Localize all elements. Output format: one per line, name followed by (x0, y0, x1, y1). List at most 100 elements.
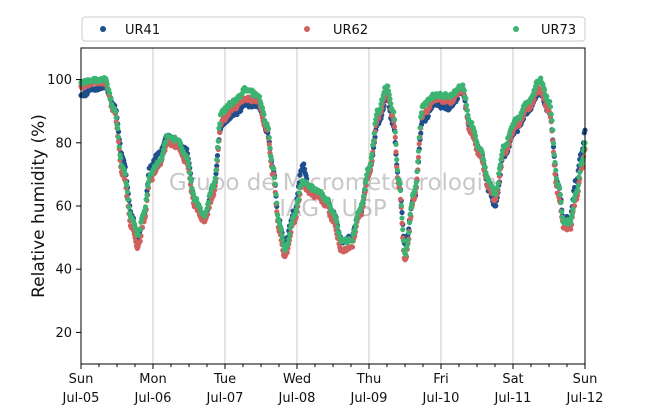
x-tick-date: Jul-05 (62, 391, 100, 406)
data-point (271, 175, 278, 181)
data-point (160, 147, 167, 153)
x-tick-date: Jul-12 (566, 391, 604, 406)
data-point (106, 90, 113, 96)
data-point (214, 144, 221, 151)
data-point (418, 110, 425, 116)
data-point (122, 171, 128, 177)
data-point (216, 125, 222, 131)
x-tick-day: Sun (573, 372, 598, 387)
legend: UR41 UR62 UR73 (81, 16, 586, 42)
x-tick-day: Mon (139, 372, 166, 387)
data-point (214, 163, 220, 169)
data-point (349, 238, 356, 244)
data-point (400, 238, 407, 244)
data-point (352, 227, 358, 233)
data-point (145, 183, 151, 189)
data-point (568, 219, 574, 225)
x-tick-day: Thu (356, 372, 381, 387)
data-point (115, 125, 121, 131)
data-point (493, 203, 499, 209)
data-point (116, 144, 122, 150)
data-point (550, 140, 557, 146)
data-point (349, 244, 356, 250)
data-point (386, 92, 392, 98)
data-point (574, 187, 581, 193)
x-tick-day: Sun (69, 372, 94, 387)
data-point (289, 220, 295, 226)
data-point (186, 163, 192, 170)
data-point (406, 220, 413, 226)
x-tick-date: Jul-08 (278, 391, 316, 406)
data-point (551, 152, 557, 158)
data-point (557, 192, 563, 198)
data-point (397, 181, 403, 187)
data-point (265, 126, 272, 132)
data-point (361, 193, 367, 199)
data-point (217, 129, 223, 136)
watermark-line-1: Grupo de Micrometeorologia (169, 170, 497, 196)
data-point (391, 117, 398, 123)
data-point (385, 83, 391, 89)
data-point (115, 138, 122, 145)
data-point (266, 135, 272, 141)
data-point (381, 89, 387, 96)
data-point (479, 149, 485, 156)
data-point (393, 141, 399, 148)
data-point (353, 218, 359, 224)
data-point (418, 114, 424, 120)
data-point (124, 183, 130, 189)
data-point (394, 157, 400, 163)
data-point (372, 121, 378, 127)
data-point (267, 145, 273, 151)
data-point (463, 102, 470, 108)
data-point (226, 112, 232, 118)
data-point (378, 101, 384, 107)
data-point (214, 152, 221, 159)
data-points (78, 75, 588, 263)
x-tick-date: Jul-11 (494, 391, 532, 406)
data-point (394, 167, 401, 173)
data-point (388, 101, 394, 107)
data-point (417, 125, 423, 131)
data-point (412, 183, 419, 190)
data-point (580, 156, 586, 162)
data-point (268, 157, 275, 163)
data-point (274, 212, 281, 218)
data-point (297, 172, 303, 178)
data-point (259, 105, 266, 111)
data-point (415, 154, 422, 160)
data-point (136, 232, 142, 238)
data-point (160, 151, 166, 157)
data-point (393, 149, 399, 155)
data-point (293, 207, 299, 213)
data-point (212, 175, 218, 181)
data-point (556, 185, 563, 191)
data-point (407, 211, 413, 217)
data-point (538, 75, 544, 81)
data-point (272, 181, 278, 187)
legend-label-UR73: UR73 (541, 23, 576, 38)
data-point (279, 232, 285, 238)
y-tick-label: 40 (55, 263, 72, 278)
data-point (570, 206, 576, 212)
data-point (137, 238, 143, 244)
data-point (494, 184, 500, 191)
data-point (463, 95, 469, 102)
data-point (387, 96, 393, 102)
data-point (142, 204, 149, 210)
data-point (465, 112, 471, 118)
data-point (367, 161, 374, 167)
y-tick-label: 100 (47, 73, 72, 88)
x-tick-day: Fri (433, 372, 449, 387)
data-point (217, 121, 223, 127)
data-point (472, 133, 479, 139)
data-point (412, 187, 418, 194)
data-point (138, 219, 144, 225)
data-point (460, 82, 466, 88)
y-tick-label: 20 (55, 326, 72, 341)
data-point (409, 201, 415, 207)
data-point (360, 198, 366, 204)
data-point (363, 176, 369, 182)
data-point (391, 109, 397, 115)
data-point (261, 111, 267, 118)
